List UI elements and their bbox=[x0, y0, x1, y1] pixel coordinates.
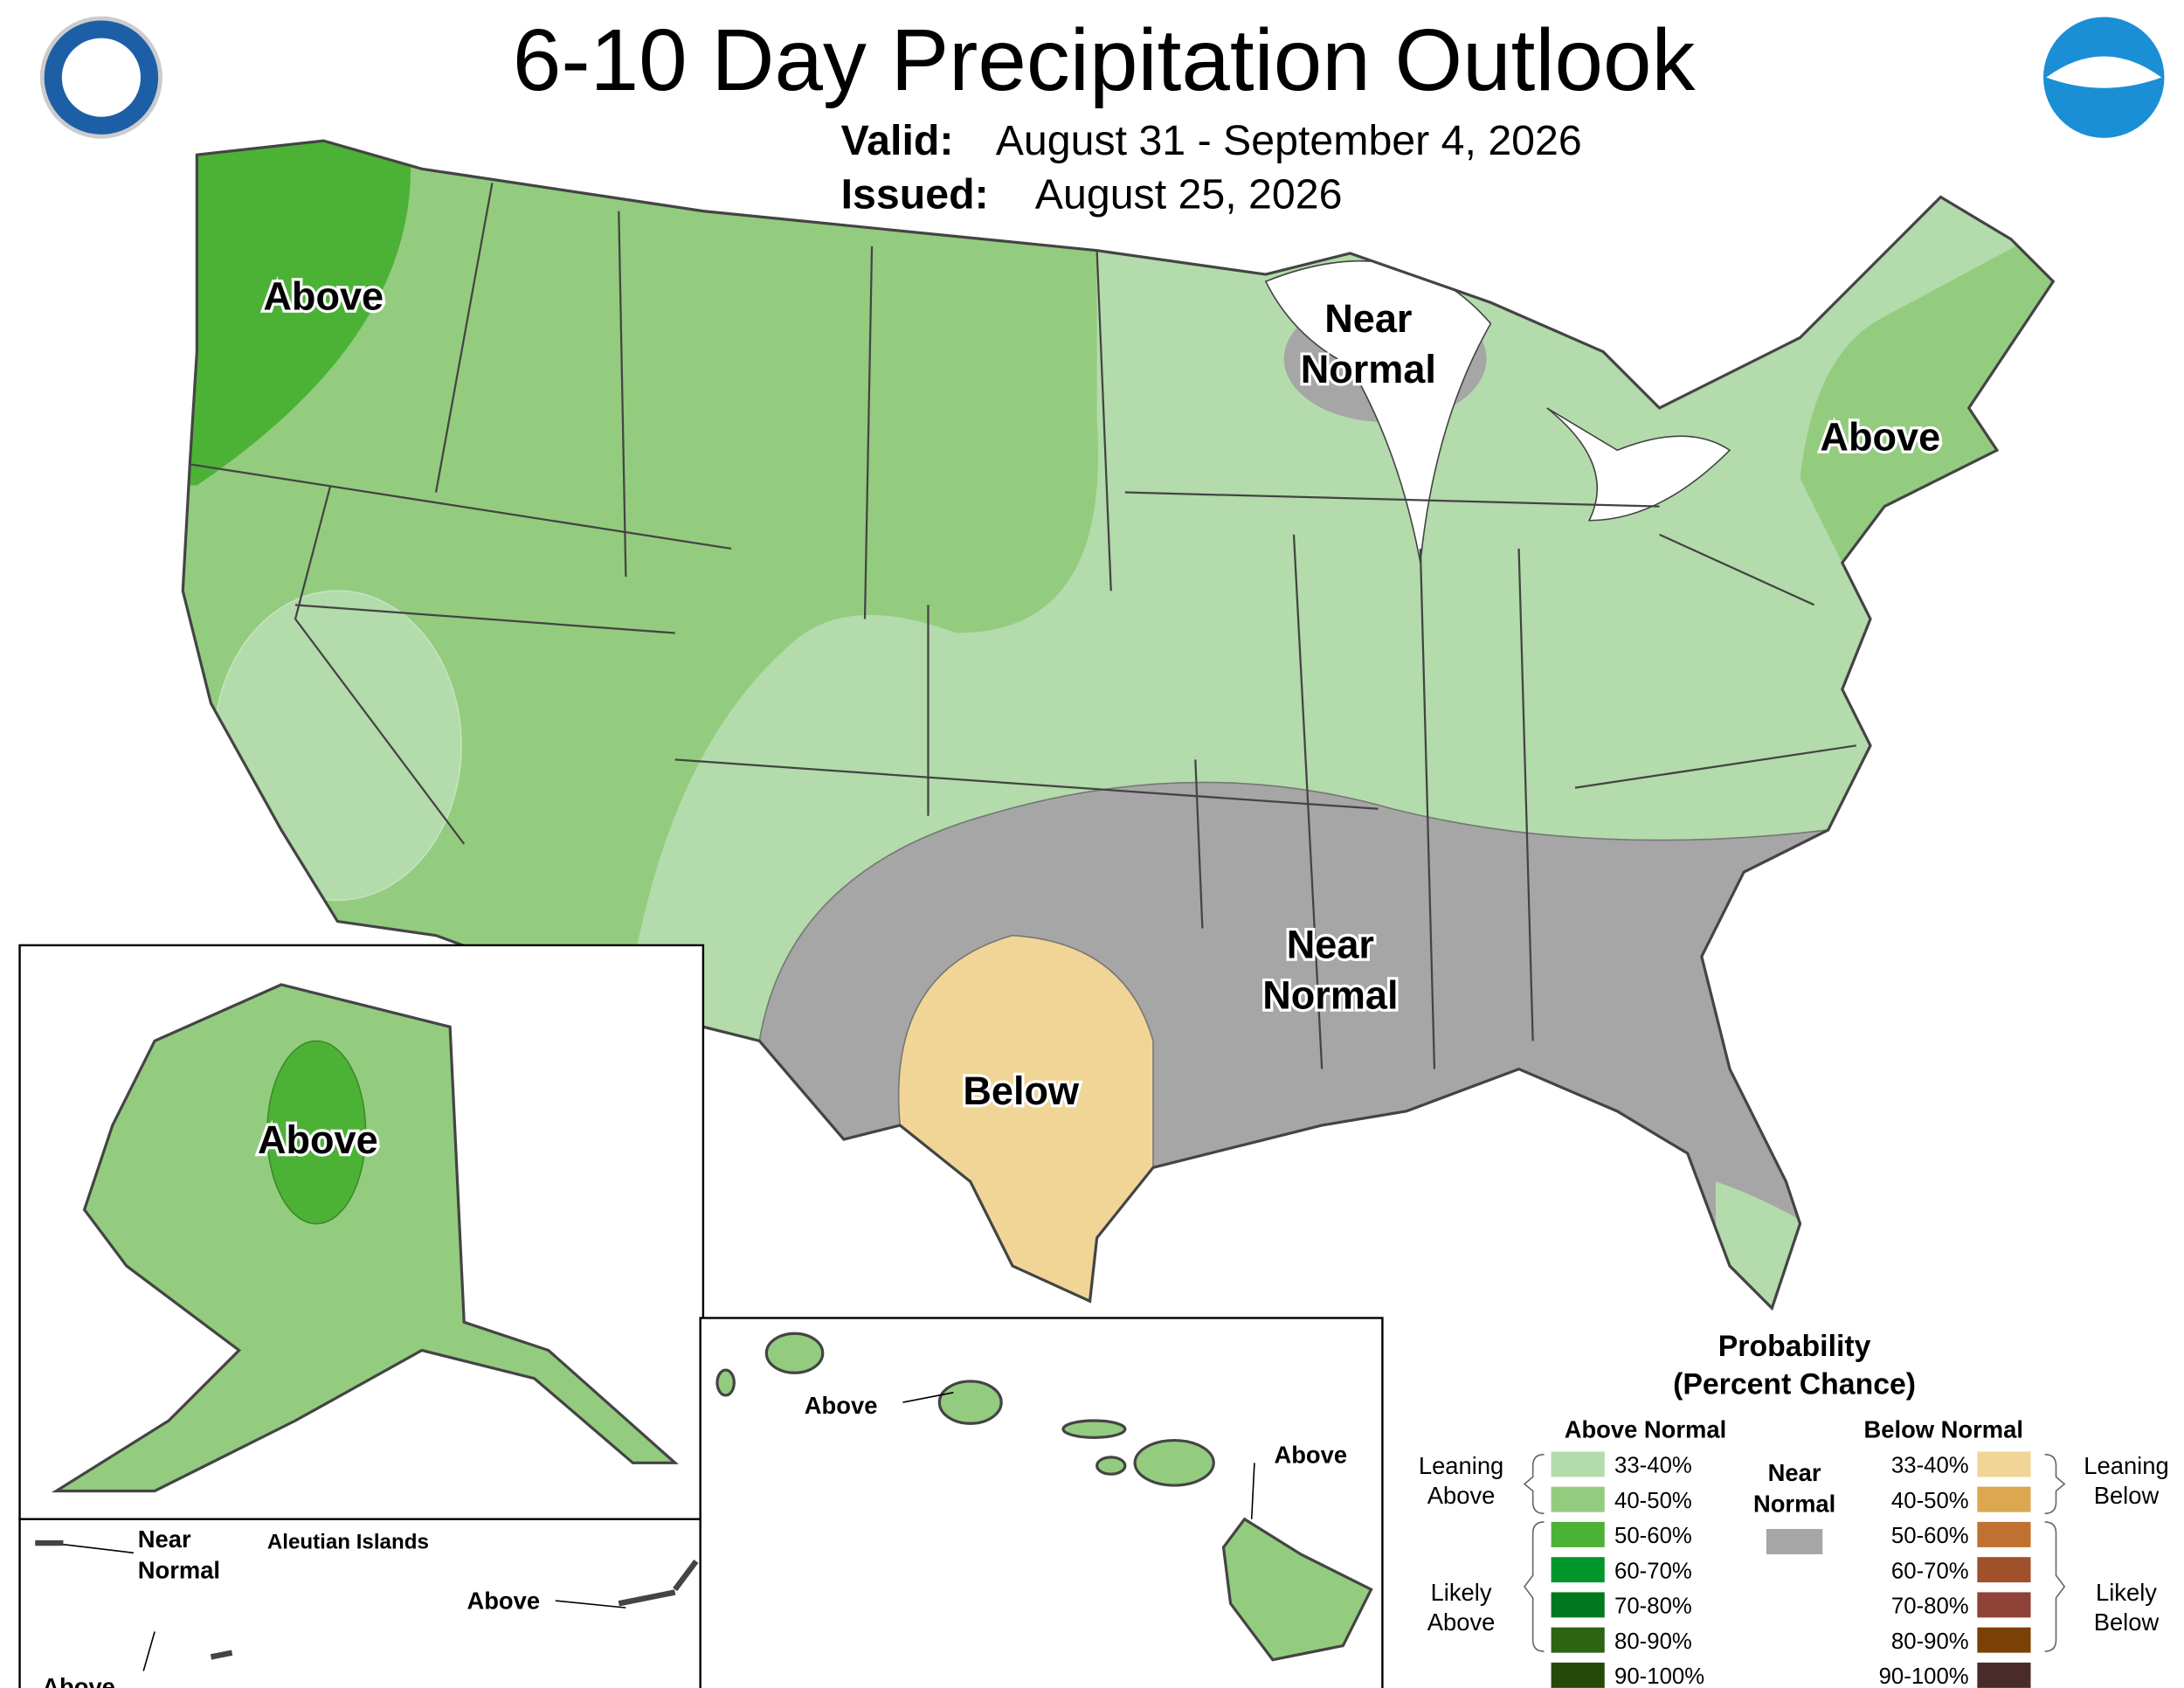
legend-label: 40-50% bbox=[1891, 1489, 1969, 1513]
map-label: Above bbox=[1274, 1441, 1347, 1468]
legend-swatch bbox=[1551, 1486, 1605, 1512]
legend-label: 80-90% bbox=[1891, 1629, 1969, 1654]
legend-swatch bbox=[1551, 1451, 1605, 1477]
map-label: Near bbox=[1287, 922, 1374, 966]
legend-swatch bbox=[1551, 1627, 1605, 1653]
legend-bracket-label: Above bbox=[1427, 1482, 1496, 1509]
legend-above-header: Above Normal bbox=[1565, 1415, 1726, 1442]
map-label: Above bbox=[263, 273, 384, 318]
legend-near: Normal bbox=[1753, 1491, 1835, 1518]
legend-bracket-label: Below bbox=[2094, 1482, 2160, 1509]
legend-bracket-label: Likely bbox=[2096, 1579, 2157, 1606]
map-label: Above bbox=[805, 1392, 878, 1419]
legend-swatch bbox=[1551, 1662, 1605, 1688]
legend-swatch bbox=[1551, 1557, 1605, 1583]
legend-swatch bbox=[1977, 1592, 2031, 1618]
region-leaning-california bbox=[212, 590, 462, 902]
legend-bracket-label: Likely bbox=[1431, 1579, 1492, 1606]
legend-swatch bbox=[1977, 1521, 2031, 1547]
legend-bracket-label: Leaning bbox=[1419, 1452, 1503, 1479]
legend-label: 33-40% bbox=[1891, 1454, 1969, 1478]
legend: Probability (Percent Chance) Above Norma… bbox=[1419, 1330, 2169, 1688]
legend-label: 33-40% bbox=[1614, 1454, 1692, 1478]
legend-swatch bbox=[1766, 1528, 1823, 1554]
leader-lines bbox=[63, 1543, 626, 1671]
legend-label: 70-80% bbox=[1891, 1595, 1969, 1619]
legend-swatch bbox=[1977, 1662, 2031, 1688]
map-label: Below bbox=[963, 1069, 1080, 1113]
legend-below-header: Below Normal bbox=[1864, 1415, 2023, 1442]
legend-swatch bbox=[1551, 1521, 1605, 1547]
legend-label: 70-80% bbox=[1614, 1595, 1692, 1619]
map-label: Near bbox=[138, 1525, 191, 1553]
legend-label: 50-60% bbox=[1891, 1524, 1969, 1548]
legend-label: 50-60% bbox=[1614, 1524, 1692, 1548]
legend-label: 60-70% bbox=[1614, 1559, 1692, 1583]
region-above-alaska-core bbox=[266, 1040, 367, 1225]
title: 6-10 Day Precipitation Outlook bbox=[513, 12, 1697, 109]
valid-label: Valid: bbox=[841, 117, 954, 164]
commerce-seal-center bbox=[61, 38, 141, 117]
legend-title: Probability bbox=[1718, 1330, 1871, 1363]
legend-label: 40-50% bbox=[1614, 1489, 1692, 1513]
legend-near: Near bbox=[1768, 1459, 1821, 1486]
legend-swatch bbox=[1977, 1557, 2031, 1583]
issued-label: Issued: bbox=[841, 170, 989, 218]
inset-title: Aleutian Islands bbox=[267, 1531, 429, 1554]
legend-bracket-label: Above bbox=[1427, 1608, 1496, 1636]
noaa-logo-gull bbox=[2046, 56, 2162, 88]
map-label: Above bbox=[42, 1673, 115, 1688]
map-label: Normal bbox=[138, 1556, 220, 1583]
legend-subtitle: (Percent Chance) bbox=[1673, 1367, 1916, 1401]
legend-label: 80-90% bbox=[1614, 1629, 1692, 1654]
legend-swatch bbox=[1551, 1592, 1605, 1618]
legend-bracket-label: Leaning bbox=[2084, 1452, 2168, 1479]
legend-label: 90-100% bbox=[1879, 1664, 1969, 1688]
issued-date: August 25, 2026 bbox=[1035, 170, 1343, 218]
map-label: Above bbox=[258, 1117, 378, 1162]
state-borders bbox=[190, 183, 1857, 1069]
legend-swatch bbox=[1977, 1627, 2031, 1653]
map-label: Above bbox=[1820, 414, 1940, 459]
hawaii-islands bbox=[715, 1332, 1373, 1662]
region-leaning-below-texas bbox=[897, 934, 1154, 1303]
legend-swatch bbox=[1977, 1451, 2031, 1477]
legend-brackets bbox=[1523, 1453, 2066, 1652]
map-label: Normal bbox=[1262, 972, 1398, 1017]
leader-lines bbox=[902, 1392, 1255, 1519]
legend-label: 90-100% bbox=[1614, 1664, 1704, 1688]
legend-label: 60-70% bbox=[1891, 1559, 1969, 1583]
legend-swatch bbox=[1977, 1486, 2031, 1512]
map-label: Near bbox=[1324, 296, 1412, 341]
valid-date: August 31 - September 4, 2026 bbox=[996, 117, 1582, 164]
map-label: Normal bbox=[1301, 347, 1436, 391]
map-label: Above bbox=[467, 1588, 540, 1615]
aleutian-islands bbox=[35, 1539, 699, 1660]
legend-bracket-label: Below bbox=[2094, 1608, 2160, 1636]
region-above-northwest bbox=[183, 141, 411, 486]
